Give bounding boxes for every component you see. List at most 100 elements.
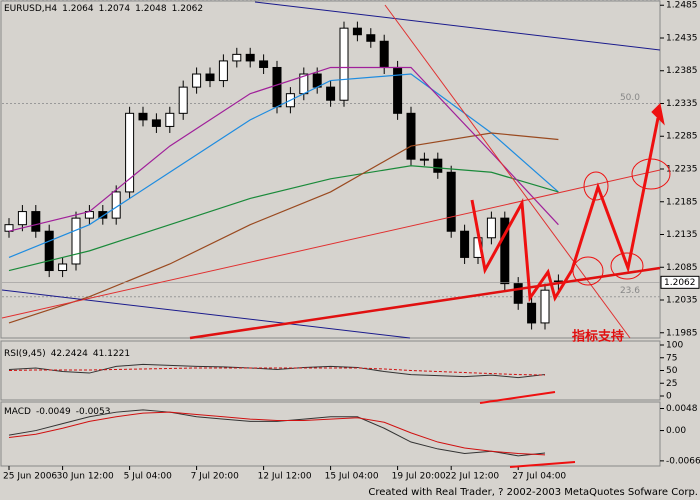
- panel-header: RSI(9,45) 42.2424 41.1221: [4, 349, 130, 359]
- candle-body: [379, 40, 389, 68]
- x-tick-label: 25 Jun 2006: [3, 472, 57, 482]
- annotation: 指标支持: [572, 329, 624, 345]
- candle-body: [31, 211, 41, 232]
- x-tick-label: 19 Jul 20:00: [392, 472, 446, 482]
- candle-body: [259, 60, 269, 68]
- indicator-line: [8, 411, 546, 456]
- candle-body: [513, 283, 523, 304]
- trend-line: [1, 169, 661, 319]
- moving-average: [8, 132, 559, 324]
- current-price: 1.2062: [664, 278, 696, 288]
- y-tick-label: 0.0048: [666, 404, 698, 414]
- x-tick-label: 30 Jun 12:00: [57, 472, 114, 482]
- circle: [572, 256, 604, 286]
- candle-body: [125, 112, 135, 193]
- candle-body: [245, 53, 255, 62]
- candle-body: [58, 263, 68, 272]
- header-value: 1.2062: [172, 4, 204, 14]
- header-value: 41.1221: [93, 349, 130, 359]
- candle-body: [232, 53, 242, 62]
- candle-body: [272, 66, 282, 108]
- y-tick-label: 1.2135: [666, 230, 698, 240]
- candle-body: [339, 27, 349, 101]
- y-tick-label: 1.2285: [666, 132, 698, 142]
- x-tick-label: 12 Jul 12:00: [258, 472, 312, 482]
- y-tick-label: 25: [666, 379, 677, 389]
- candle-body: [138, 112, 148, 121]
- trend-lines: [1, 1, 671, 468]
- candle-body: [151, 119, 161, 127]
- rsi-panel: [0, 340, 661, 401]
- trend-line: [384, 4, 631, 339]
- channel-line: [254, 1, 661, 51]
- candle-body: [218, 60, 228, 82]
- y-tick-label: 1.2235: [666, 165, 698, 175]
- indicator-line: [8, 363, 546, 379]
- y-tick-label: 1.2085: [666, 263, 698, 273]
- moving-average: [8, 165, 559, 272]
- header-value: -0.0053: [76, 407, 111, 417]
- header-value: 42.2424: [51, 349, 88, 359]
- x-tick-label: 27 Jul 04:00: [512, 472, 566, 482]
- fibo-label: 50.0: [620, 93, 640, 103]
- x-tick-label: 5 Jul 04:00: [124, 472, 173, 482]
- support-line: [189, 266, 661, 340]
- candle-body: [165, 112, 175, 127]
- panel-header: MACD -0.0049 -0.0053: [4, 407, 110, 417]
- y-tick-label: 100: [666, 341, 683, 351]
- header-value: 1.2074: [99, 4, 131, 14]
- circle: [610, 252, 644, 280]
- candle-body: [192, 73, 202, 88]
- candle-body: [366, 34, 376, 42]
- y-tick-label: 75: [666, 353, 677, 363]
- footer: Created with Real Trader, ? 2002-2003 Me…: [368, 487, 698, 498]
- x-tick-label: 22 Jul 12:00: [445, 472, 499, 482]
- y-tick-label: 50: [666, 366, 678, 376]
- moving-average: [8, 73, 559, 258]
- arrow-head: [651, 102, 665, 126]
- candle-body: [326, 86, 336, 101]
- header-value: RSI(9,45): [4, 349, 46, 359]
- y-tick-label: 1.1985: [666, 328, 698, 338]
- candle-body: [500, 217, 510, 285]
- candle-body: [419, 158, 429, 161]
- candle-body: [98, 211, 108, 219]
- candle-body: [486, 217, 496, 239]
- x-tick-label: 7 Jul 20:00: [191, 472, 240, 482]
- panel-header: EURUSD,H4 1.2064 1.2074 1.2048 1.2062: [4, 4, 203, 14]
- divergence-line: [509, 461, 576, 468]
- price-tag-bg: [660, 275, 700, 289]
- candle-body: [71, 217, 81, 265]
- marks: 1.2485 1.2435 1.2385 1.2335 1.2285 1.2235 1.21…: [2, 0, 700, 482]
- y-tick-label: -0.0066: [666, 456, 700, 466]
- circle: [631, 158, 671, 190]
- candle-body: [527, 302, 537, 324]
- y-tick-label: 0.00: [666, 426, 686, 436]
- candle-body: [433, 158, 443, 173]
- indicator-line: [8, 409, 546, 457]
- header-value: 1.2064: [62, 4, 94, 14]
- candle-body: [17, 211, 27, 226]
- moving-average: [8, 66, 559, 232]
- y-tick-label: 1.2485: [666, 1, 698, 11]
- candle-body: [460, 230, 470, 258]
- y-tick-label: 1.2385: [666, 66, 698, 76]
- circle: [583, 171, 609, 201]
- x-tick-label: 15 Jul 04:00: [325, 472, 379, 482]
- header-value: MACD: [4, 407, 31, 417]
- header-value: 1.2048: [135, 4, 167, 14]
- y-tick-label: 1.2435: [666, 33, 698, 43]
- y-tick-label: 1.2185: [666, 197, 698, 207]
- candle-body: [406, 112, 416, 160]
- channel-line: [1, 289, 411, 339]
- candle-body: [352, 27, 362, 36]
- header-value: EURUSD,H4: [4, 4, 57, 14]
- candle-body: [446, 171, 456, 232]
- divergence-line: [479, 391, 556, 404]
- candle-body: [178, 86, 188, 114]
- indicator-line: [8, 367, 546, 376]
- fibo-label: 23.6: [620, 286, 640, 296]
- y-tick-label: 1.2335: [666, 99, 698, 109]
- candle-body: [44, 230, 54, 272]
